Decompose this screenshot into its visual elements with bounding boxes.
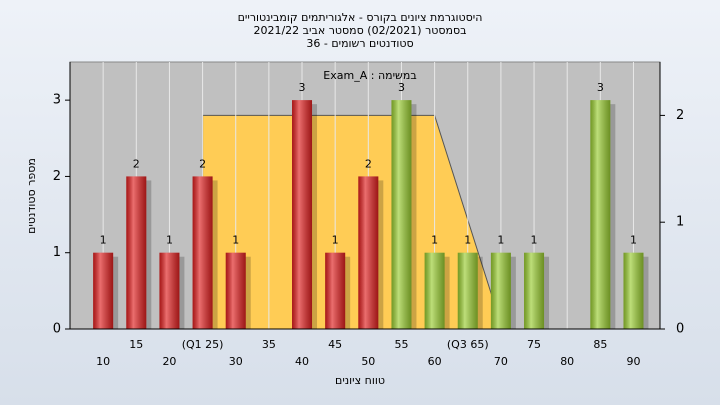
value-label: 1 — [464, 234, 471, 247]
value-label: 1 — [100, 234, 107, 247]
x-tick-label: (Q3 65) — [447, 338, 489, 351]
bar-shine — [192, 176, 213, 329]
x-tick-label: 10 — [96, 355, 110, 368]
y-tick-label: 3 — [53, 93, 61, 108]
bar-shine — [126, 176, 147, 329]
value-label: 1 — [332, 234, 339, 247]
value-label: 1 — [431, 234, 438, 247]
bar-shine — [225, 252, 246, 329]
chart-title: היסטוגרמת ציונים בקורס - אלגוריתמים קומב… — [238, 11, 483, 24]
x-tick-label: 55 — [394, 338, 408, 351]
chart-subtitle: סטודנטים רשומים - 36 — [306, 37, 413, 50]
value-label: 1 — [497, 234, 504, 247]
bar-shine — [93, 252, 114, 329]
value-label: 3 — [299, 81, 306, 94]
bar-shine — [325, 252, 346, 329]
bar-shine — [524, 252, 545, 329]
x-tick-label: 80 — [560, 355, 574, 368]
x-tick-label: 35 — [262, 338, 276, 351]
x-tick-label: (Q1 25) — [182, 338, 224, 351]
x-tick-label: 40 — [295, 355, 309, 368]
y2-tick-label: 2 — [676, 108, 684, 123]
chart-subtitle: בסמסטר (02/2021) סמסטר אביב 2021/22 — [253, 24, 466, 37]
y2-tick-label: 1 — [676, 215, 684, 230]
x-tick-label: 45 — [328, 338, 342, 351]
y-tick-label: 2 — [53, 169, 61, 184]
value-label: 1 — [531, 234, 538, 247]
bar-shine — [590, 100, 611, 330]
y-tick-label: 1 — [53, 245, 61, 260]
value-label: 3 — [597, 81, 604, 94]
value-label: 2 — [199, 157, 206, 170]
bar-shine — [292, 100, 313, 330]
value-label: 2 — [133, 157, 140, 170]
bar-shine — [457, 252, 478, 329]
x-tick-label: 20 — [162, 355, 176, 368]
x-tick-label: 15 — [129, 338, 143, 351]
x-tick-label: 85 — [593, 338, 607, 351]
x-tick-label: 30 — [229, 355, 243, 368]
value-label: 1 — [166, 234, 173, 247]
bar-shine — [490, 252, 511, 329]
y-tick-label: 0 — [53, 322, 61, 337]
value-label: 1 — [630, 234, 637, 247]
x-tick-label: 60 — [428, 355, 442, 368]
annotation: Exam_A : במשימה — [323, 69, 416, 82]
bar-shine — [424, 252, 445, 329]
x-axis-label: טווח ציונים — [335, 374, 385, 387]
x-tick-label: 75 — [527, 338, 541, 351]
bar-shine — [623, 252, 644, 329]
value-label: 1 — [232, 234, 239, 247]
value-label: 2 — [365, 157, 372, 170]
x-tick-label: 70 — [494, 355, 508, 368]
value-label: 3 — [398, 81, 405, 94]
y-axis-label: מספר סטודנטים — [25, 158, 38, 234]
bar-shine — [358, 176, 379, 329]
x-tick-label: 50 — [361, 355, 375, 368]
y2-tick-label: 0 — [676, 322, 684, 337]
bar-shine — [391, 100, 412, 330]
x-tick-label: 90 — [626, 355, 640, 368]
bar-shine — [159, 252, 180, 329]
